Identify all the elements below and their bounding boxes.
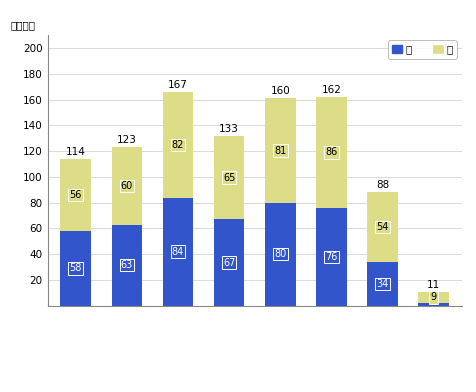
- Text: 34: 34: [377, 279, 388, 289]
- Text: 56: 56: [69, 190, 82, 200]
- Text: 82: 82: [172, 140, 184, 150]
- Bar: [265, 98, 296, 203]
- Bar: [111, 225, 142, 306]
- Bar: [367, 262, 398, 306]
- Bar: [60, 231, 91, 306]
- Bar: [316, 97, 347, 208]
- Bar: [163, 92, 193, 198]
- Text: （万人）: （万人）: [10, 20, 35, 30]
- Bar: [163, 198, 193, 306]
- Text: 84: 84: [172, 247, 184, 257]
- Bar: [60, 159, 91, 231]
- Text: 11: 11: [427, 279, 440, 290]
- Text: 81: 81: [274, 145, 287, 156]
- Text: 58: 58: [69, 263, 82, 273]
- Text: 123: 123: [117, 135, 137, 145]
- Text: 76: 76: [325, 252, 337, 262]
- Text: 67: 67: [223, 258, 235, 268]
- Text: 86: 86: [325, 147, 337, 158]
- Bar: [418, 303, 449, 306]
- Bar: [214, 220, 245, 306]
- Text: 54: 54: [377, 222, 389, 232]
- Text: 9: 9: [430, 292, 436, 302]
- Text: 60: 60: [121, 181, 133, 191]
- Text: 160: 160: [270, 87, 290, 96]
- Bar: [111, 147, 142, 225]
- Bar: [316, 208, 347, 306]
- Bar: [214, 136, 245, 220]
- Text: 65: 65: [223, 172, 235, 183]
- Text: 88: 88: [376, 180, 389, 191]
- Bar: [418, 292, 449, 303]
- Bar: [367, 192, 398, 262]
- Text: 133: 133: [219, 124, 239, 134]
- Text: 167: 167: [168, 80, 188, 90]
- Text: 63: 63: [121, 260, 133, 270]
- Text: 80: 80: [274, 249, 287, 259]
- Bar: [265, 203, 296, 306]
- Text: 162: 162: [321, 85, 341, 95]
- Legend: 男, 女: 男, 女: [388, 40, 456, 59]
- Text: 114: 114: [66, 147, 86, 157]
